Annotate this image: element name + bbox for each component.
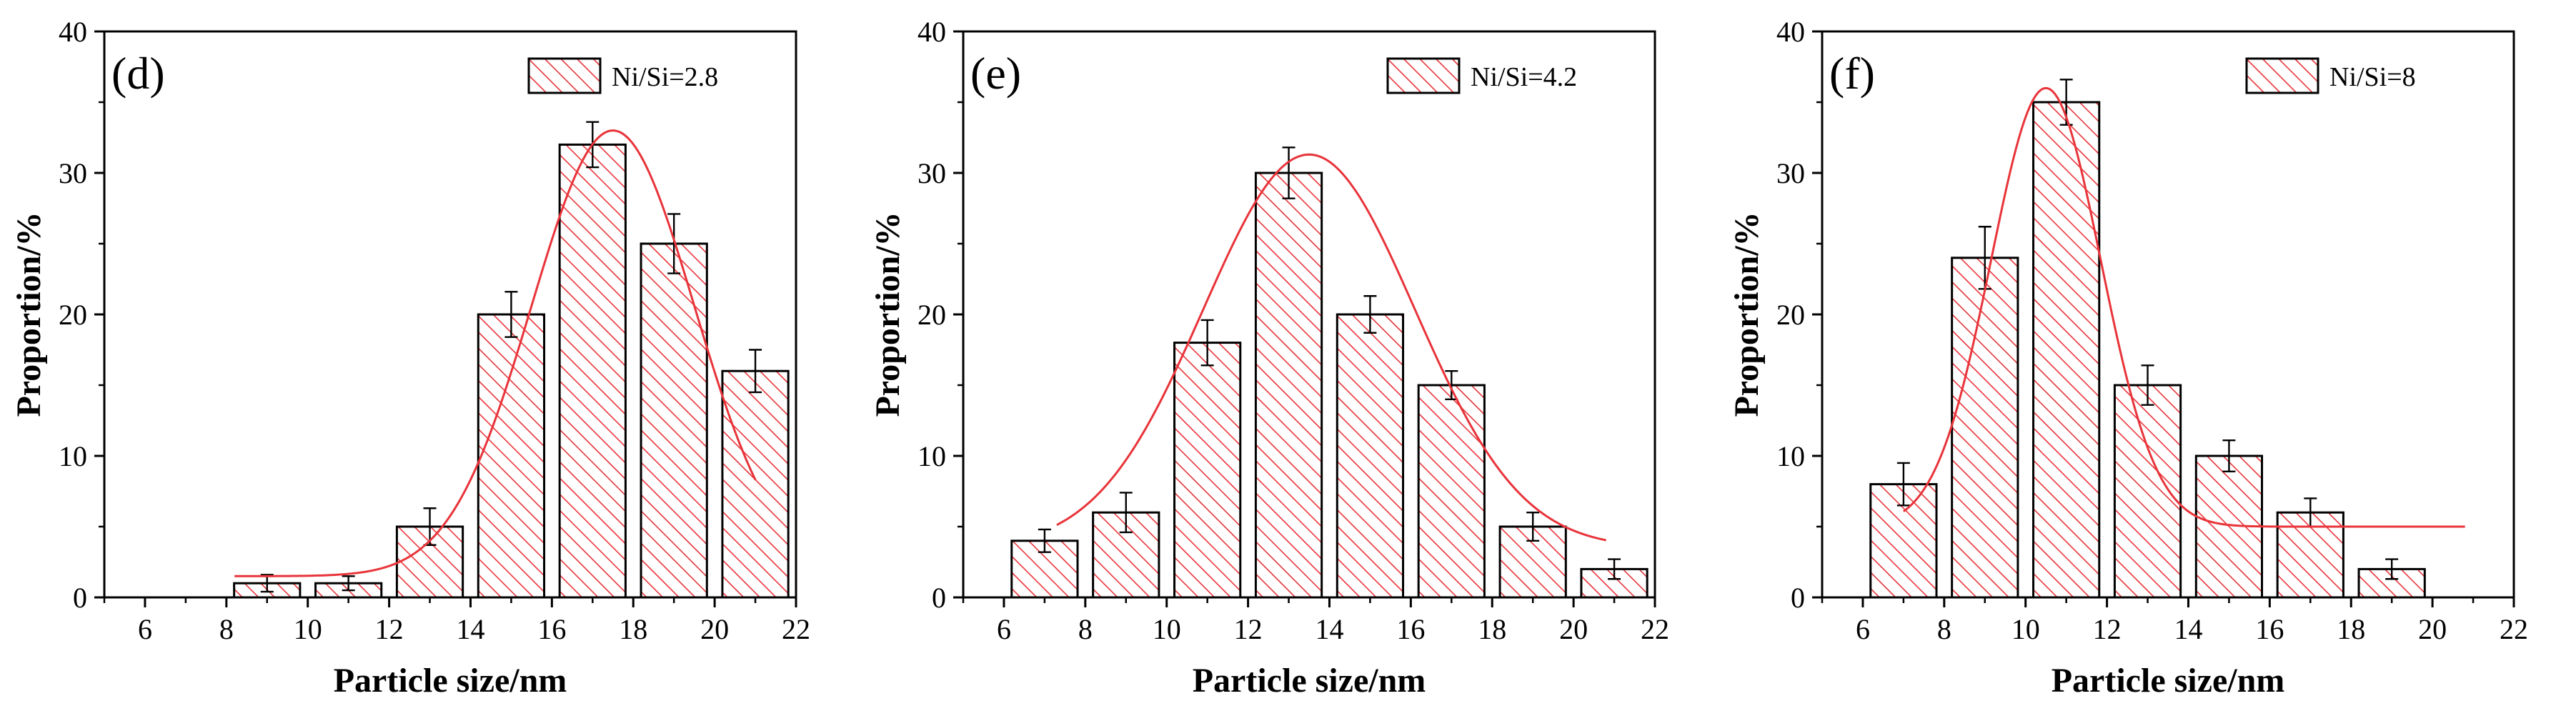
y-tick-label: 40 xyxy=(1776,16,1805,48)
bar xyxy=(721,369,790,599)
x-tick-label: 6 xyxy=(138,613,152,645)
x-tick-label: 20 xyxy=(2418,613,2447,645)
bar xyxy=(1498,525,1567,599)
error-bar xyxy=(749,349,762,394)
panel-label: (e) xyxy=(970,48,1021,99)
y-tick-label: 10 xyxy=(1776,440,1805,472)
bar xyxy=(1417,384,1486,599)
x-tick-label: 18 xyxy=(619,613,647,645)
chart-svg: 6 8 10 12 14 16 18 20 22 0 10 20 30 40 Particle size/n… xyxy=(1728,16,2528,700)
x-tick-label: 18 xyxy=(2337,613,2365,645)
chart-svg: 6 8 10 12 14 16 18 20 22 0 10 20 30 40 Particle size/n… xyxy=(10,16,810,700)
chart-panel-d: 6 8 10 12 14 16 18 20 22 0 10 20 30 40 Particle size/n… xyxy=(0,0,857,717)
y-tick-label: 10 xyxy=(917,440,946,472)
error-bar xyxy=(2222,439,2236,472)
fit-curve xyxy=(1056,153,1606,542)
bar xyxy=(477,313,546,599)
x-axis-title: Particle size/nm xyxy=(1193,662,1426,700)
x-tick-label: 20 xyxy=(700,613,729,645)
error-bar xyxy=(1896,462,1910,507)
y-tick-label: 20 xyxy=(59,299,87,331)
x-tick-label: 22 xyxy=(1641,613,1669,645)
x-tick-label: 14 xyxy=(456,613,484,645)
legend: Ni/Si=2.8 xyxy=(527,57,718,94)
x-tick-label: 16 xyxy=(2255,613,2284,645)
x-axis-title: Particle size/nm xyxy=(334,662,567,700)
error-bar xyxy=(2385,558,2399,580)
y-tick-label: 40 xyxy=(917,16,946,48)
fit-curve xyxy=(1902,86,2465,528)
error-bar xyxy=(1526,512,1540,542)
x-tick-label: 22 xyxy=(782,613,810,645)
error-bar xyxy=(504,291,518,338)
chart-panel-f: 6 8 10 12 14 16 18 20 22 0 10 20 30 40 Particle size/n… xyxy=(1718,0,2575,717)
bar xyxy=(2113,384,2182,599)
error-bar xyxy=(667,213,681,274)
y-tick-label: 0 xyxy=(932,582,946,614)
legend-swatch xyxy=(2245,57,2319,94)
bar xyxy=(1336,313,1405,599)
bar xyxy=(1173,342,1242,599)
x-tick-label: 10 xyxy=(1153,613,1181,645)
panel-label: (f) xyxy=(1829,48,1875,99)
y-tick-label: 30 xyxy=(1776,157,1805,189)
bar xyxy=(1254,171,1323,599)
y-tick-label: 20 xyxy=(1776,299,1805,331)
legend-label: Ni/Si=4.2 xyxy=(1471,62,1577,92)
x-tick-label: 16 xyxy=(537,613,566,645)
y-tick-label: 30 xyxy=(917,157,946,189)
x-tick-label: 8 xyxy=(1937,613,1951,645)
y-tick-label: 40 xyxy=(59,16,87,48)
x-tick-label: 8 xyxy=(1078,613,1093,645)
bar xyxy=(558,143,627,599)
x-tick-label: 8 xyxy=(219,613,234,645)
y-tick-label: 10 xyxy=(59,440,87,472)
fit-curve xyxy=(234,129,757,577)
bar xyxy=(640,242,708,599)
chart-panel-e: 6 8 10 12 14 16 18 20 22 0 10 20 30 40 Particle size/n… xyxy=(859,0,1716,717)
legend: Ni/Si=8 xyxy=(2245,57,2416,94)
y-tick-label: 20 xyxy=(917,299,946,331)
error-bar xyxy=(1200,319,1214,367)
x-tick-label: 16 xyxy=(1396,613,1425,645)
error-bar xyxy=(260,574,274,593)
error-bar xyxy=(1282,146,1296,199)
x-tick-label: 20 xyxy=(1559,613,1588,645)
y-tick-label: 0 xyxy=(73,582,87,614)
bar xyxy=(1951,257,2019,599)
error-bar xyxy=(1608,558,1621,580)
x-tick-label: 12 xyxy=(375,613,404,645)
x-tick-label: 10 xyxy=(2011,613,2040,645)
error-bar xyxy=(2141,364,2154,406)
x-tick-label: 18 xyxy=(1478,613,1506,645)
x-tick-label: 6 xyxy=(1856,613,1870,645)
legend-label: Ni/Si=2.8 xyxy=(612,62,718,92)
y-axis-title: Proportion/% xyxy=(1728,212,1766,417)
error-bar xyxy=(1038,528,1051,553)
x-tick-label: 10 xyxy=(294,613,322,645)
y-axis-title: Proportion/% xyxy=(869,212,907,417)
x-tick-label: 22 xyxy=(2500,613,2528,645)
y-tick-label: 0 xyxy=(1791,582,1805,614)
error-bar xyxy=(1119,492,1133,534)
error-bar xyxy=(342,575,355,592)
legend-label: Ni/Si=8 xyxy=(2329,62,2416,92)
legend: Ni/Si=4.2 xyxy=(1386,57,1577,94)
y-axis-title: Proportion/% xyxy=(10,212,48,417)
legend-swatch xyxy=(527,57,602,94)
x-tick-label: 6 xyxy=(997,613,1011,645)
x-tick-label: 12 xyxy=(1234,613,1263,645)
panel-label: (d) xyxy=(111,48,165,99)
x-tick-label: 14 xyxy=(1315,613,1343,645)
error-bar xyxy=(1363,295,1377,334)
y-tick-label: 30 xyxy=(59,157,87,189)
legend-swatch xyxy=(1386,57,1461,94)
bar xyxy=(2032,101,2101,599)
chart-svg: 6 8 10 12 14 16 18 20 22 0 10 20 30 40 Particle size/n… xyxy=(869,16,1669,700)
x-axis-title: Particle size/nm xyxy=(2052,662,2285,700)
x-tick-label: 12 xyxy=(2093,613,2122,645)
x-tick-label: 14 xyxy=(2174,613,2202,645)
